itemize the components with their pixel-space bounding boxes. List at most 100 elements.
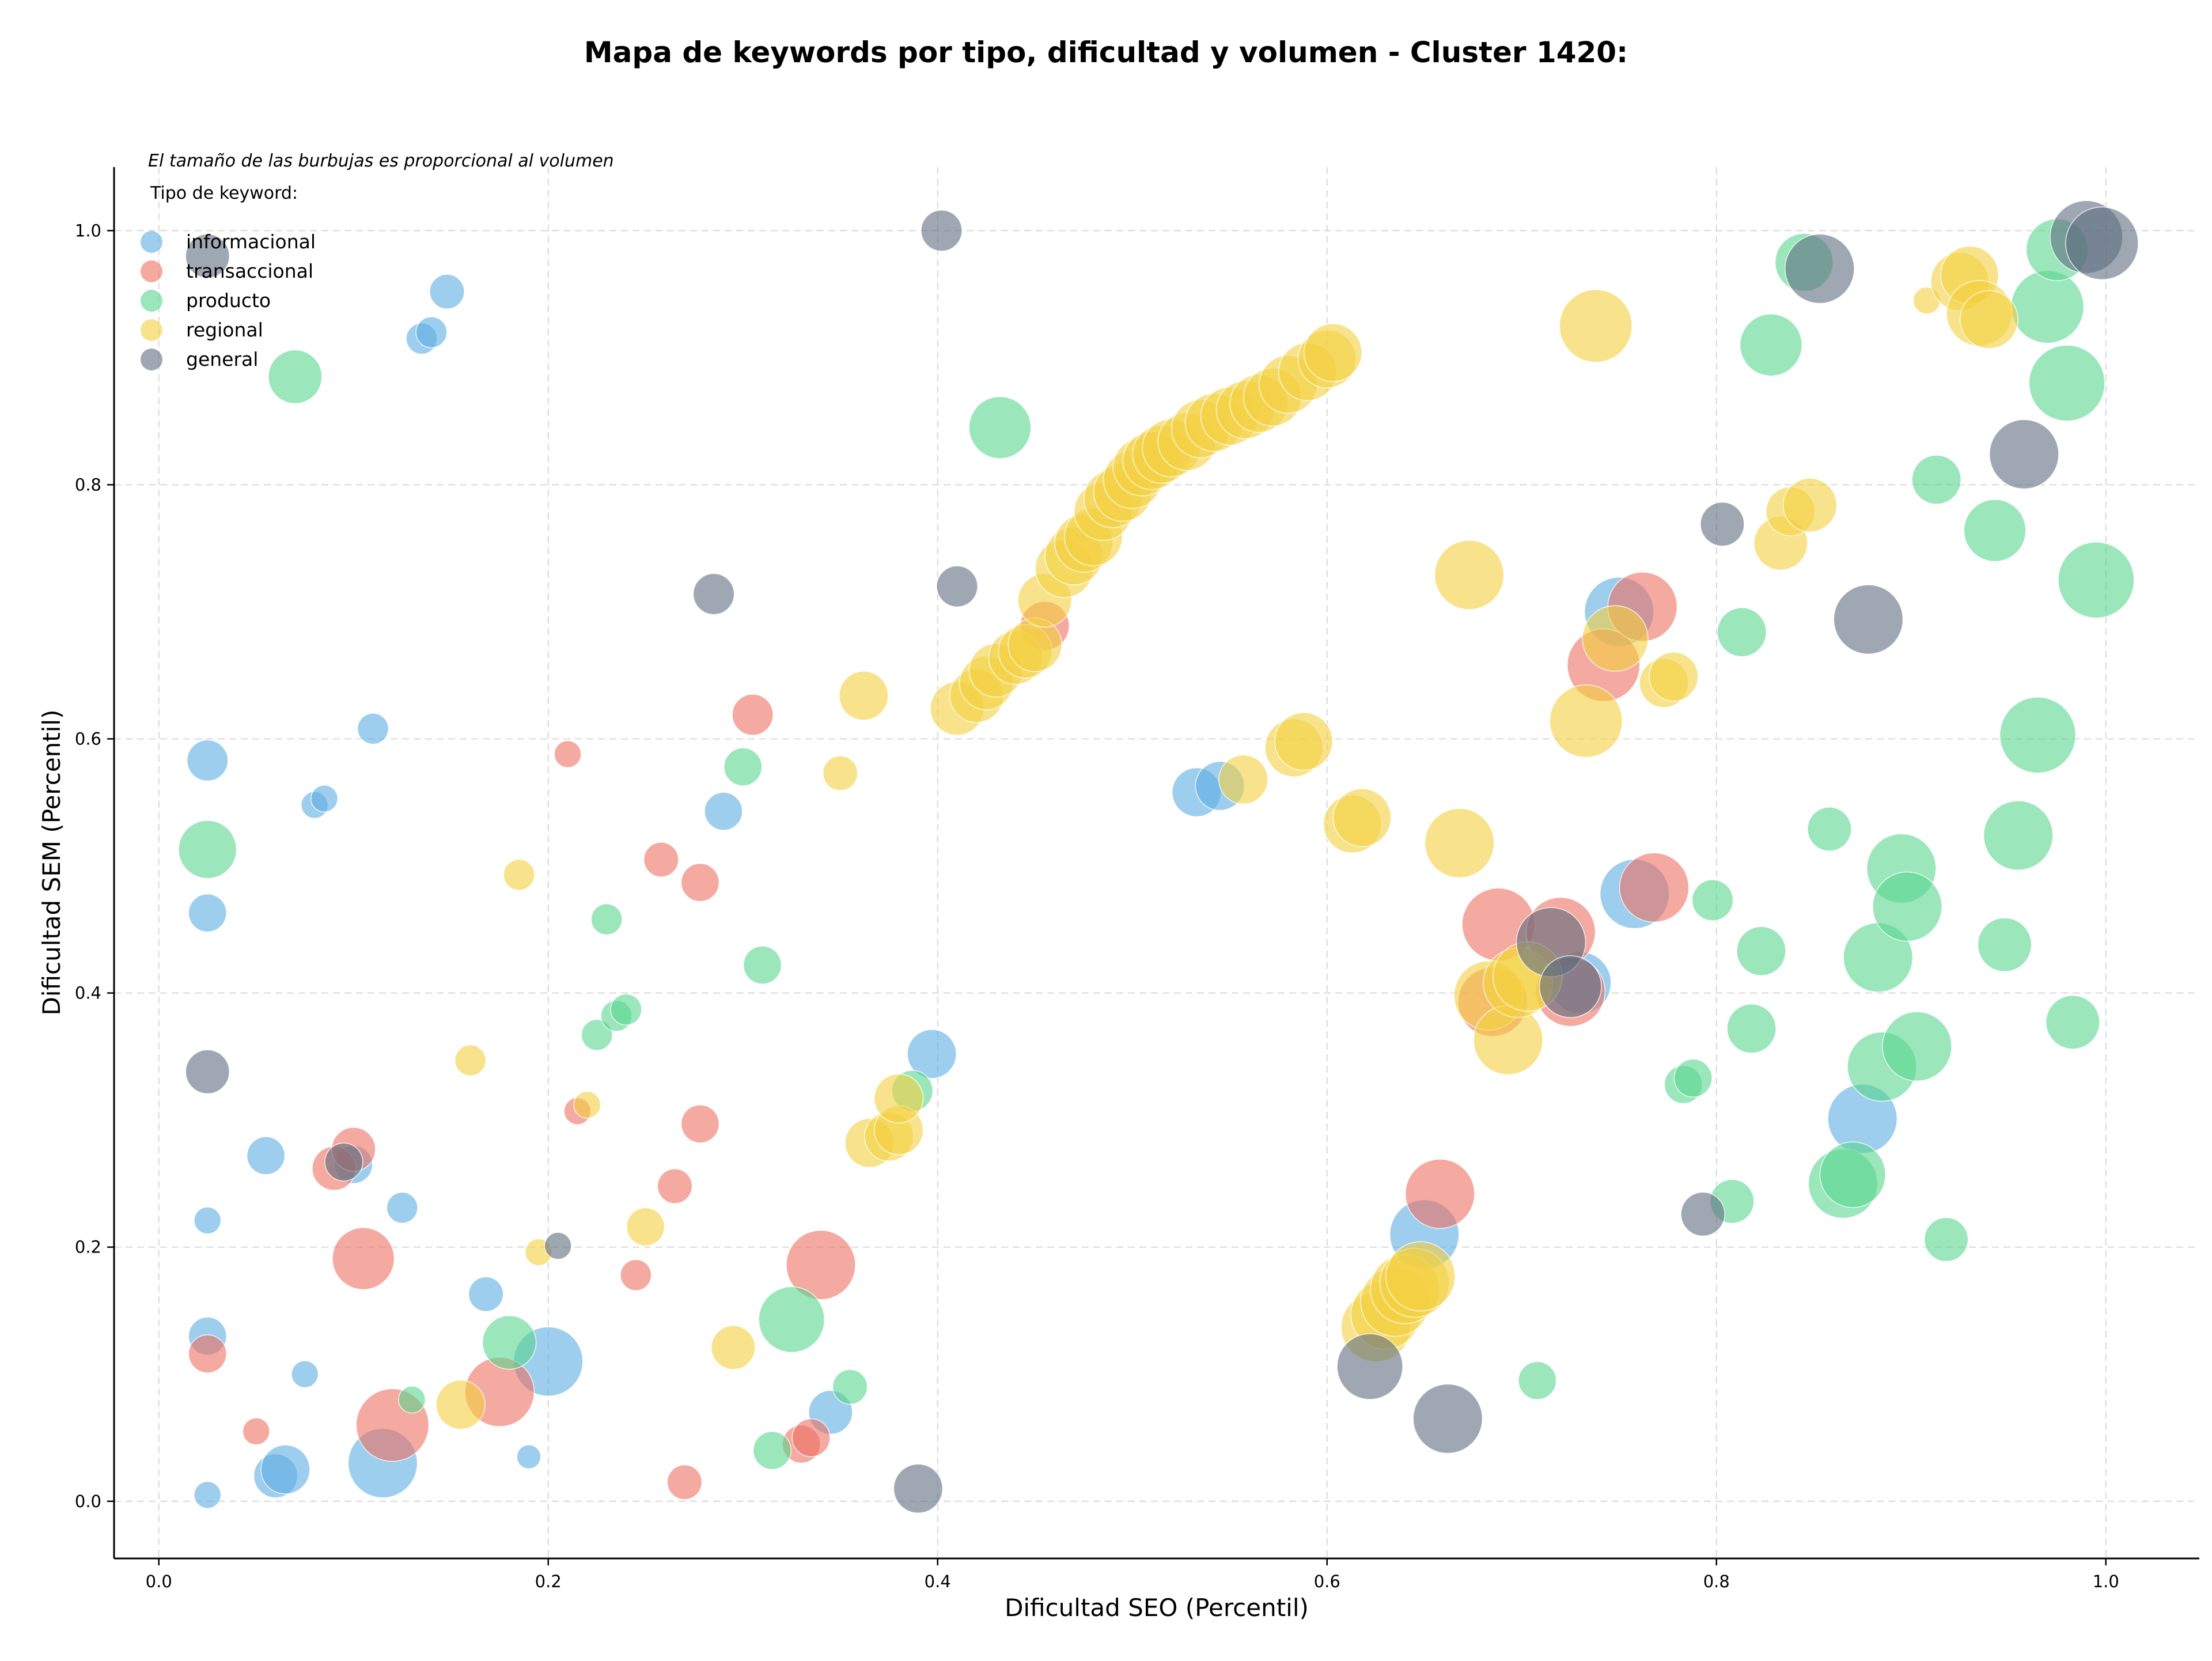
bubble-producto [758, 1286, 825, 1353]
bubble-regional [573, 1091, 601, 1119]
bubble-informacional [516, 1444, 541, 1470]
bubble-informacional [246, 1136, 286, 1175]
bubble-informacional [260, 1444, 310, 1494]
bubble-producto [1911, 455, 1961, 505]
bubble-general [692, 573, 735, 615]
bubble-general [1412, 1383, 1483, 1454]
bubble-informacional [415, 316, 448, 349]
bubble-producto [1872, 871, 1942, 942]
bubble-producto [1882, 1011, 1952, 1082]
x-tick-label: 1.0 [2093, 1572, 2119, 1591]
bubble-producto [590, 903, 623, 936]
bubble-producto [2046, 994, 2100, 1050]
bubble-regional [1424, 808, 1495, 879]
x-ticks: 0.0 0.2 0.4 0.6 0.8 1.0 [146, 1558, 2119, 1591]
x-tick-label: 0.4 [925, 1572, 951, 1591]
bubble-general [1833, 584, 1904, 654]
bubble-informacional [907, 1029, 957, 1079]
bubble-regional [1434, 540, 1505, 610]
bubble-regional [839, 671, 889, 721]
bubble-transaccional [1619, 852, 1690, 923]
bubble-producto [1518, 1361, 1557, 1400]
bubble-transaccional [242, 1417, 270, 1446]
bubble-regional [503, 858, 535, 891]
bubble-producto [1726, 1004, 1777, 1054]
bubble-producto [1691, 879, 1734, 921]
bubble-transaccional [786, 1229, 856, 1300]
y-tick-label: 0.8 [75, 475, 101, 494]
bubble-regional [1218, 754, 1268, 805]
bubble-informacional [194, 1481, 222, 1509]
y-ticks: 0.0 0.2 0.4 0.6 0.8 1.0 [75, 221, 114, 1511]
bubble-informacional [310, 785, 339, 813]
bubbles-layer [178, 200, 2139, 1514]
bubble-transaccional [188, 1334, 227, 1374]
bubble-informacional [186, 739, 229, 782]
bubble-general [1539, 955, 1602, 1019]
bubble-producto [2010, 270, 2085, 344]
bubble-transaccional [554, 740, 582, 768]
bubble-producto [832, 1369, 868, 1405]
bubble-general [324, 1142, 363, 1182]
bubble-general [1700, 501, 1745, 547]
bubble-general [185, 1049, 230, 1095]
bubble-transaccional [680, 1104, 720, 1144]
bubble-transaccional [1404, 1159, 1475, 1229]
bubble-informacional [386, 1191, 418, 1224]
bubble-informacional [704, 792, 743, 831]
y-axis-label: Dificultad SEM (Percentil) [37, 710, 66, 1016]
bubble-transaccional [643, 842, 679, 877]
y-tick-label: 1.0 [75, 221, 101, 240]
bubble-transaccional [732, 694, 774, 736]
bubble-producto [482, 1315, 537, 1370]
y-tick-label: 0.6 [75, 729, 101, 748]
bubble-regional [435, 1379, 486, 1430]
legend: informacional transaccional producto region… [141, 230, 316, 370]
bubble-regional [1332, 788, 1392, 847]
bubble-producto [968, 396, 1032, 459]
bubble-producto [1807, 807, 1852, 852]
bubble-regional [1385, 1241, 1456, 1312]
bubble-producto [1923, 1217, 1969, 1262]
y-tick-label: 0.0 [75, 1492, 101, 1511]
bubble-producto [398, 1386, 426, 1414]
bubble-transaccional [332, 1227, 395, 1290]
bubble-producto [1717, 607, 1767, 657]
legend-label-transaccional: transaccional [186, 260, 313, 282]
bubble-general [1785, 233, 1855, 304]
bubble-producto [1977, 917, 2032, 973]
bubble-general [2065, 206, 2139, 281]
bubble-general [1336, 1333, 1403, 1400]
bubble-regional [822, 755, 858, 791]
bubble-regional [1782, 478, 1838, 532]
legend-marker-producto [141, 290, 162, 312]
bubble-informacional [468, 1276, 504, 1312]
legend-marker-transaccional [141, 260, 162, 282]
bubble-general [921, 209, 963, 252]
bubble-general [1680, 1191, 1725, 1237]
legend-label-regional: regional [186, 319, 263, 341]
bubble-producto [1983, 800, 2054, 871]
bubble-regional [711, 1325, 756, 1370]
bubble-regional [626, 1207, 665, 1247]
size-note: El tamaño de las burbujas es proporciona… [148, 151, 614, 171]
legend-marker-informacional [141, 231, 162, 253]
bubble-regional [454, 1044, 487, 1077]
bubble-informacional [291, 1360, 319, 1388]
bubble-producto [1736, 926, 1786, 977]
legend-marker-general [141, 349, 162, 370]
bubble-regional [1303, 323, 1362, 383]
bubble-regional [1549, 684, 1623, 758]
x-axis-label: Dificultad SEO (Percentil) [1005, 1594, 1309, 1622]
bubble-producto [581, 1019, 613, 1051]
bubble-informacional [188, 893, 227, 933]
y-tick-label: 0.4 [75, 983, 101, 1003]
bubble-general [544, 1232, 572, 1260]
legend-marker-regional [141, 319, 162, 341]
bubble-regional [1559, 289, 1633, 363]
bubble-producto [2058, 542, 2135, 619]
bubble-general [936, 565, 978, 608]
bubble-transaccional [620, 1259, 652, 1291]
chart-title: Mapa de keywords por tipo, dificultad y … [584, 36, 1628, 69]
